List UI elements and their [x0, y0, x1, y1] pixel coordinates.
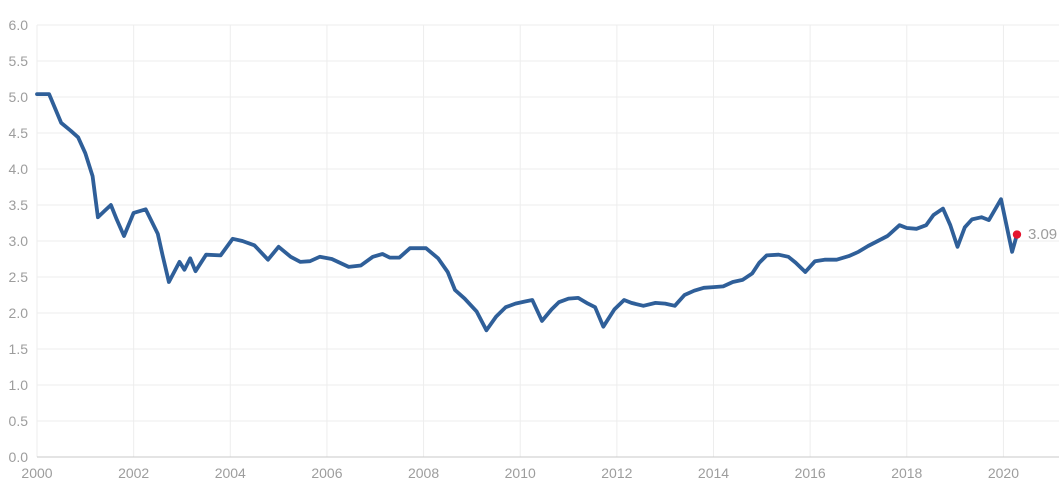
- latest-value-label: 3.09: [1027, 225, 1058, 243]
- x-tick-label: 2012: [601, 465, 632, 481]
- x-tick-label: 2002: [118, 465, 149, 481]
- y-tick-label: 5.0: [9, 89, 29, 105]
- y-tick-label: 6.0: [9, 17, 29, 33]
- x-tick-label: 2020: [988, 465, 1019, 481]
- x-tick-label: 2004: [215, 465, 246, 481]
- y-tick-label: 0.5: [9, 413, 29, 429]
- y-tick-label: 1.0: [9, 377, 29, 393]
- x-tick-label: 2006: [311, 465, 342, 481]
- y-tick-label: 5.5: [9, 53, 29, 69]
- x-tick-label: 2014: [698, 465, 729, 481]
- series-line: [35, 92, 1019, 333]
- latest-point-marker: [1012, 230, 1022, 239]
- x-tick-label: 2016: [795, 465, 826, 481]
- y-tick-label: 3.5: [9, 197, 29, 213]
- y-tick-label: 0.0: [9, 449, 29, 465]
- x-tick-label: 2008: [408, 465, 439, 481]
- x-tick-label: 2018: [891, 465, 922, 481]
- y-tick-label: 2.5: [9, 269, 29, 285]
- y-tick-label: 2.0: [9, 305, 29, 321]
- x-tick-label: 2010: [505, 465, 536, 481]
- y-tick-label: 4.5: [9, 125, 29, 141]
- y-tick-label: 3.0: [9, 233, 29, 249]
- x-tick-label: 2000: [21, 465, 52, 481]
- y-tick-label: 1.5: [9, 341, 29, 357]
- y-tick-label: 4.0: [9, 161, 29, 177]
